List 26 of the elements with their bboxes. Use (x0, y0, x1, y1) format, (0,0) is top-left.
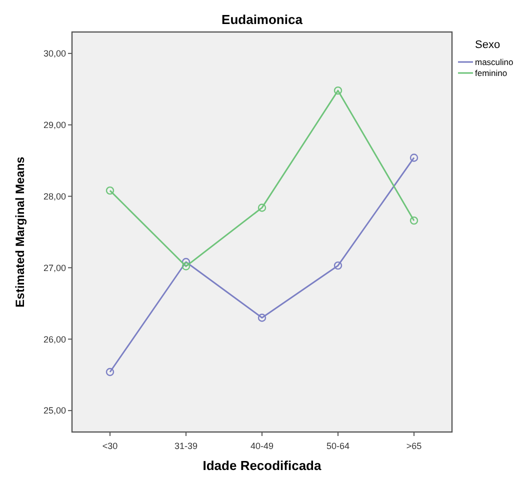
legend-label: masculino (475, 56, 514, 67)
point (106, 368, 114, 376)
legend-title: Sexo (475, 39, 500, 51)
y-tick-label: 30,00 (43, 48, 66, 59)
x-tick-label: 31-39 (174, 441, 198, 451)
y-tick-label: 27,00 (43, 262, 66, 273)
y-tick-label: 26,00 (43, 334, 66, 344)
point (106, 186, 114, 195)
point (334, 86, 342, 95)
y-axis-title: Estimated Marginal Means (13, 156, 27, 308)
point (258, 204, 266, 212)
point (258, 314, 266, 322)
x-tick-label: >65 (406, 441, 422, 451)
y-tick-label: 29,00 (43, 120, 66, 130)
x-tick-label: 40-49 (250, 441, 274, 451)
x-tick-label: <30 (102, 441, 118, 451)
x-axis-title: Idade Recodificada (202, 458, 322, 473)
legend-label: feminino (475, 68, 508, 78)
point (182, 262, 190, 270)
x-tick-label: 50-64 (326, 441, 350, 451)
point (410, 154, 418, 162)
chart-title: Eudaimonica (222, 12, 304, 27)
point (334, 261, 342, 270)
point (410, 216, 418, 225)
y-tick-label: 28,00 (43, 191, 66, 202)
y-tick-label: 25,00 (43, 406, 66, 416)
